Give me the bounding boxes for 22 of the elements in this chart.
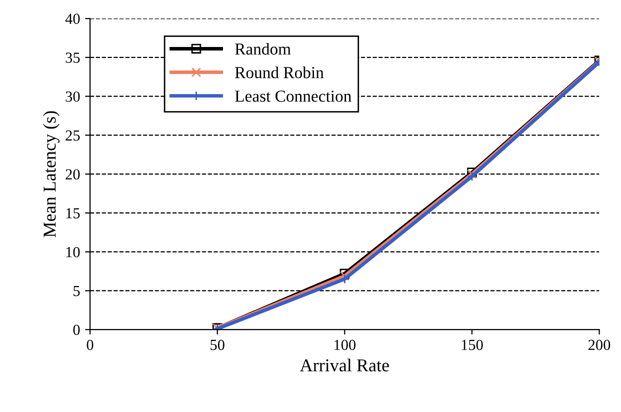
x-tick-label: 150 <box>462 340 483 350</box>
y-tick-label: 30 <box>66 91 80 102</box>
point <box>340 271 350 281</box>
y-tick-label: 0 <box>73 324 80 336</box>
y-tick-label: 20 <box>66 169 80 180</box>
y-tick-label: 10 <box>66 246 80 258</box>
point <box>467 172 477 182</box>
y-tick-label: 35 <box>66 52 80 63</box>
y-tick-label: 5 <box>74 286 80 296</box>
legend-label: Least Connection <box>235 90 352 102</box>
x-tick-label: 100 <box>334 340 356 350</box>
x-axis-title: Arrival Rate <box>300 358 389 372</box>
x-tick-label: 0 <box>86 340 94 350</box>
point <box>340 274 350 284</box>
y-tick-label: 40 <box>65 14 80 24</box>
x-tick-label: 200 <box>588 340 610 350</box>
legend-label: Random <box>235 42 291 55</box>
x-tick-label: 50 <box>210 340 224 350</box>
y-tick-label: 15 <box>66 208 80 218</box>
y-tick-label: 25 <box>66 130 80 141</box>
y-axis-title: Mean Latency (s) <box>43 111 60 238</box>
legend-label: Round Robin <box>235 66 324 78</box>
